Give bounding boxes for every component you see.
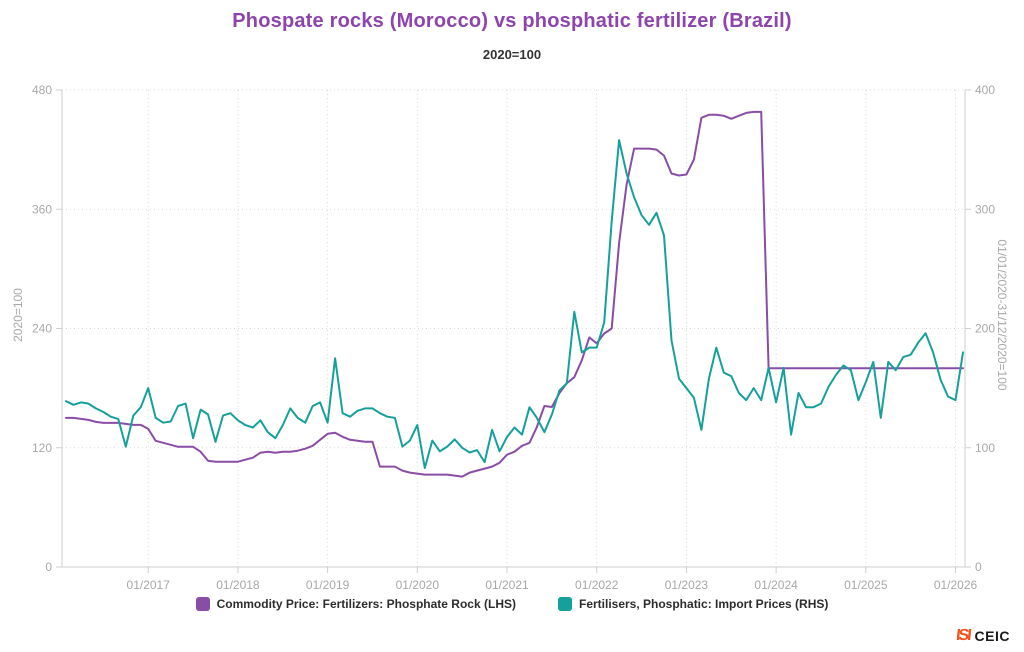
left-axis-tick-label: 360 bbox=[32, 202, 52, 216]
x-axis-tick-label: 01/2020 bbox=[396, 578, 440, 592]
x-axis-tick-label: 01/2026 bbox=[934, 578, 978, 592]
x-axis-tick-label: 01/2025 bbox=[844, 578, 888, 592]
x-axis-tick-label: 01/2022 bbox=[575, 578, 619, 592]
left-axis-title: 2020=100 bbox=[11, 288, 25, 342]
x-axis-tick-label: 01/2021 bbox=[485, 578, 529, 592]
legend-label: Fertilisers, Phosphatic: Import Prices (… bbox=[578, 597, 829, 611]
right-axis-tick-label: 300 bbox=[975, 202, 995, 216]
right-axis-title: 01/01/2020-31/12/2020=100 bbox=[995, 239, 1009, 391]
right-axis-tick-label: 200 bbox=[975, 322, 995, 336]
x-axis-tick-label: 01/2024 bbox=[754, 578, 798, 592]
series-line-phosphate-rock bbox=[65, 110, 964, 478]
x-axis-tick-label: 01/2023 bbox=[665, 578, 709, 592]
ceic-logo: ISI CEIC bbox=[955, 627, 1010, 645]
x-axis-tick-label: 01/2018 bbox=[216, 578, 260, 592]
x-axis-tick-label: 01/2019 bbox=[306, 578, 350, 592]
series-line-import-prices bbox=[65, 139, 964, 469]
legend-swatch-purple-icon bbox=[195, 597, 210, 611]
left-axis-tick-label: 0 bbox=[45, 560, 52, 574]
chart-subtitle: 2020=100 bbox=[482, 47, 542, 62]
right-axis-tick-label: 100 bbox=[975, 441, 995, 455]
axes bbox=[56, 89, 971, 573]
ceic-logo-text: CEIC bbox=[974, 628, 1010, 644]
gridlines bbox=[62, 89, 965, 567]
axis-tick-labels: 0 120 240 360 480 0 100 200 300 400 01/2017 01/2018… bbox=[32, 83, 995, 592]
x-axis-tick-label: 01/2017 bbox=[127, 578, 171, 592]
right-axis-tick-label: 0 bbox=[975, 560, 982, 574]
left-axis-tick-label: 120 bbox=[32, 441, 52, 455]
legend-label: Commodity Price: Fertilizers: Phosphate … bbox=[216, 597, 516, 611]
isi-logo-icon: ISI bbox=[955, 627, 971, 644]
left-axis-tick-label: 240 bbox=[32, 322, 52, 336]
legend: Commodity Price: Fertilizers: Phosphate … bbox=[0, 597, 1024, 611]
left-axis-tick-label: 480 bbox=[32, 83, 52, 97]
right-axis-tick-label: 400 bbox=[975, 83, 995, 97]
legend-swatch-teal-icon bbox=[557, 597, 572, 611]
series-lines bbox=[65, 110, 964, 478]
legend-item-phosphate-rock[interactable]: Commodity Price: Fertilizers: Phosphate … bbox=[195, 597, 516, 611]
legend-item-import-prices[interactable]: Fertilisers, Phosphatic: Import Prices (… bbox=[557, 597, 829, 611]
chart-title: Phospate rocks (Morocco) vs phosphatic f… bbox=[232, 10, 792, 32]
